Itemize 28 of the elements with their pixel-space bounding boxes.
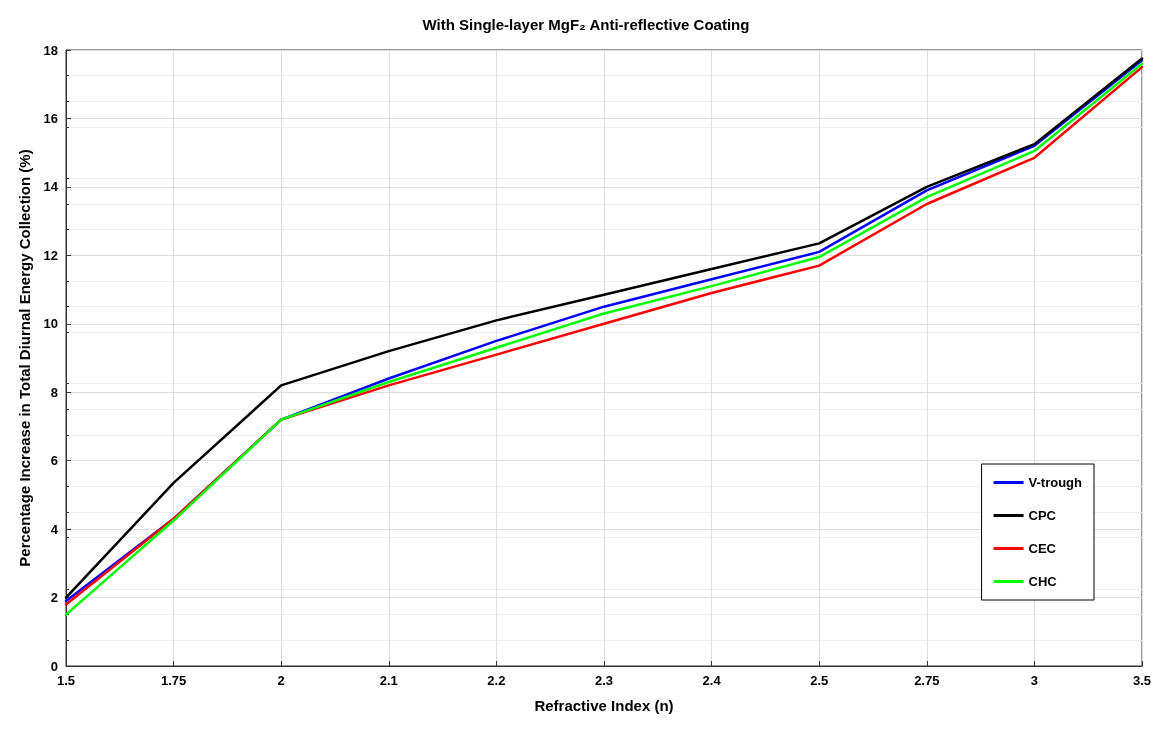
chart-title: With Single-layer MgF₂ Anti-reflective Coating — [422, 16, 750, 33]
x-tick-label: 2.5 — [810, 673, 829, 688]
x-tick-label: 3 — [1030, 673, 1039, 688]
legend-label: CPC — [1028, 508, 1057, 523]
x-tick-label: 2.1 — [379, 673, 398, 688]
y-tick-label: 16 — [43, 110, 58, 126]
y-tick-label: 18 — [43, 42, 58, 58]
y-tick-label: 2 — [50, 590, 58, 606]
x-tick-label: 1.5 — [56, 673, 76, 688]
y-tick-label: 8 — [50, 384, 58, 400]
x-tick-label: 2.2 — [487, 673, 506, 688]
y-tick-label: 14 — [43, 179, 59, 195]
y-tick-label: 6 — [50, 453, 58, 469]
y-tick-label: 4 — [50, 521, 59, 537]
x-tick-label: 3.5 — [1132, 673, 1152, 688]
y-tick-label: 0 — [50, 658, 58, 674]
x-tick-label: 1.75 — [160, 673, 187, 688]
legend-label: CHC — [1028, 574, 1058, 589]
x-tick-label: 2.75 — [914, 673, 940, 688]
legend-label: CEC — [1028, 541, 1057, 556]
y-axis-title: Percentage Increase in Total Diurnal Energy Collection (%) — [16, 149, 33, 567]
legend-label: V-trough — [1028, 475, 1083, 490]
x-axis-title: Refractive Index (n) — [534, 697, 674, 714]
x-tick-label: 2.4 — [702, 673, 722, 688]
x-tick-label: 2 — [277, 673, 285, 688]
y-tick-label: 10 — [43, 316, 58, 332]
y-tick-label: 12 — [43, 247, 58, 263]
x-tick-label: 2.3 — [594, 673, 614, 688]
